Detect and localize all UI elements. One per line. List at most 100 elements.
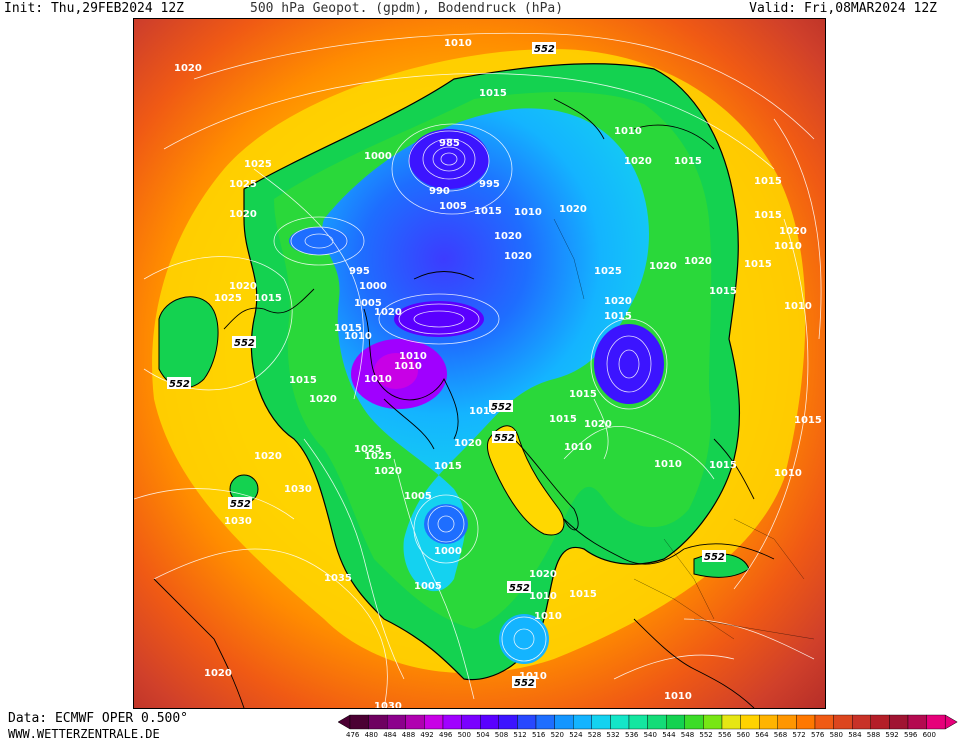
pressure-labels: 1010102010151025100098599099510051020101… <box>174 38 822 708</box>
legend-swatch <box>852 714 872 730</box>
isobar-pressure-label: 1020 <box>604 296 632 307</box>
legend-swatch <box>554 714 574 730</box>
legend-swatch <box>461 714 481 730</box>
contour-552-label: 552 <box>507 581 531 594</box>
isobar-pressure-label: 995 <box>349 266 370 277</box>
legend-value-label: 488 <box>401 731 416 739</box>
isobar-pressure-label: 1015 <box>754 210 782 221</box>
isobar-pressure-label: 1015 <box>569 389 597 400</box>
svg-text:552: 552 <box>230 499 251 510</box>
isobar-pressure-label: 1015 <box>479 88 507 99</box>
isobar-pressure-label: 1010 <box>774 468 802 479</box>
geopotential-map: 1010 1020 1015 1025 1000 985 990 995 1005 1020 101… <box>133 18 826 709</box>
isobar-pressure-label: 1000 <box>434 546 462 557</box>
isobar-pressure-label: 1020 <box>649 261 677 272</box>
isobar-pressure-label: 1020 <box>494 231 522 242</box>
svg-text:552: 552 <box>514 678 535 689</box>
svg-text:552: 552 <box>534 44 555 55</box>
legend-value-label: 592 <box>885 731 899 739</box>
legend-swatch <box>349 714 369 730</box>
coastlines <box>153 98 775 708</box>
legend-swatch <box>479 714 499 730</box>
legend-swatch <box>721 714 741 730</box>
legend-value-label: 524 <box>569 731 583 739</box>
legend-swatch <box>498 714 518 730</box>
isobar-pressure-label: 1015 <box>569 589 597 600</box>
legend-swatch <box>405 714 425 730</box>
contour-552-label: 552 <box>702 550 726 563</box>
contour-552-label: 552 <box>512 676 536 689</box>
legend-swatch <box>424 714 444 730</box>
legend-value-label: 528 <box>587 731 602 739</box>
isobar-pressure-label: 1015 <box>254 293 282 304</box>
isobar-pressure-label: 1020 <box>204 668 232 679</box>
legend-value-label: 480 <box>364 731 378 739</box>
legend-swatch <box>368 714 388 730</box>
isobar-pressure-label: 1025 <box>364 451 392 462</box>
isobar-pressure-label: 1030 <box>224 516 252 527</box>
legend-swatch <box>833 714 853 730</box>
isobar-pressure-label: 1010 <box>614 126 642 137</box>
legend-value-label: 496 <box>439 731 453 739</box>
legend-swatch <box>591 714 611 730</box>
isobar-pressure-label: 1020 <box>624 156 652 167</box>
contour-552-labels: 552 552 552 552 552 552 552 552 552 <box>167 42 726 689</box>
isobar-pressure-label: 1015 <box>794 415 822 426</box>
isobar-pressure-label: 1005 <box>354 298 382 309</box>
legend-value-label: 556 <box>718 731 732 739</box>
legend-swatch <box>777 714 797 730</box>
isobar-pressure-label: 1010 <box>399 351 427 362</box>
legend-value-label: 508 <box>494 731 509 739</box>
legend-swatch <box>740 714 760 730</box>
isobar-pressure-label: 1005 <box>414 581 442 592</box>
legend-swatch <box>610 714 630 730</box>
isobar-pressure-label: 1010 <box>664 691 692 702</box>
blue-low-7 <box>499 614 549 664</box>
legend-swatch <box>814 714 834 730</box>
legend-value-label: 476 <box>346 731 360 739</box>
legend-value-label: 492 <box>420 731 434 739</box>
legend-value-label: 520 <box>550 731 564 739</box>
isobar-pressure-label: 1000 <box>364 151 392 162</box>
isobar-pressure-label: 1010 <box>774 241 802 252</box>
legend-swatch <box>889 714 909 730</box>
isobar-pressure-label: 1020 <box>229 209 257 220</box>
svg-text:552: 552 <box>491 402 512 413</box>
isobar-pressure-label: 1010 <box>514 207 542 218</box>
isobar-pressure-label: 1015 <box>709 286 737 297</box>
isobar-pressure-label: 1020 <box>174 63 202 74</box>
blue-low-6 <box>424 504 468 544</box>
legend-value-label: 580 <box>829 731 843 739</box>
legend-swatch <box>647 714 667 730</box>
legend-value-label: 532 <box>606 731 620 739</box>
color-scale-legend <box>338 714 958 730</box>
isobar-pressure-label: 1025 <box>214 293 242 304</box>
legend-value-label: 560 <box>736 731 750 739</box>
isobar-pressure-label: 1025 <box>354 444 382 455</box>
isobar-pressure-label: 1010 <box>394 361 422 372</box>
legend-value-label: 572 <box>792 731 806 739</box>
isobar-pressure-label: 1005 <box>439 201 467 212</box>
legend-swatch <box>926 714 946 730</box>
isobar-pressure-label: 1010 <box>534 611 562 622</box>
isobar-pressure-label: 1020 <box>309 394 337 405</box>
legend-swatch <box>572 714 592 730</box>
isobar-pressure-label: 1015 <box>709 460 737 471</box>
contour-552-label: 552 <box>532 42 556 55</box>
contour-552-label: 552 <box>167 377 191 390</box>
legend-swatch <box>684 714 704 730</box>
isobar-pressure-label: 1015 <box>744 259 772 270</box>
isobar-pressure-label: 1020 <box>454 438 482 449</box>
contour-552-label: 552 <box>232 336 256 349</box>
legend-value-label: 596 <box>904 731 918 739</box>
purple-low-1-core <box>374 353 418 389</box>
svg-text:552: 552 <box>494 433 515 444</box>
svg-text:552: 552 <box>704 552 725 563</box>
isobar-pressure-label: 1020 <box>559 204 587 215</box>
isobar-pressure-label: 1020 <box>374 307 402 318</box>
isobar-pressure-label: 1010 <box>444 38 472 49</box>
legend-swatch <box>535 714 555 730</box>
isobar-pressure-label: 1015 <box>434 461 462 472</box>
svg-text:552: 552 <box>234 338 255 349</box>
isobar-pressure-label: 1010 <box>344 331 372 342</box>
